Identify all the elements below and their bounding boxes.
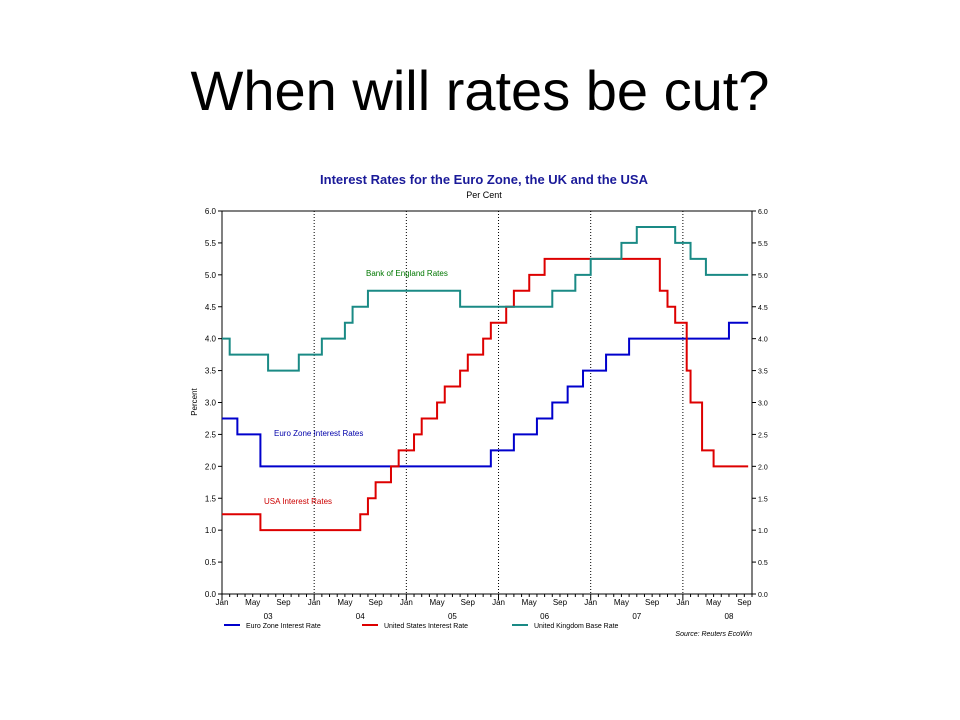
y-tick-label-right: 2.0 xyxy=(758,464,768,471)
y-tick-label-right: 1.0 xyxy=(758,528,768,535)
x-tick-label: May xyxy=(706,598,721,607)
right-axis: 0.0 0.5 1.0 1.5 2.0 2.5 3.0 3.5 4.0 4.5 5.0 5.5 6.0 xyxy=(752,209,768,599)
x-year-label: 06 xyxy=(540,612,549,621)
y-tick-label-left: 0.5 xyxy=(205,558,217,567)
y-tick-label-left: 1.5 xyxy=(205,494,217,503)
x-tick-label: May xyxy=(245,598,260,607)
y-tick-label-right: 4.5 xyxy=(758,305,768,312)
y-tick-label-right: 1.5 xyxy=(758,496,768,503)
chart-title: Interest Rates for the Euro Zone, the UK… xyxy=(320,172,649,187)
x-year-label: 04 xyxy=(356,612,365,621)
series-line-0 xyxy=(222,321,749,468)
legend-label: Euro Zone Interest Rate xyxy=(246,623,321,630)
x-tick-label: Jan xyxy=(676,598,689,607)
y-tick-label-right: 3.5 xyxy=(758,369,768,376)
legend-label: United States Interest Rate xyxy=(384,623,468,630)
x-tick-label: May xyxy=(430,598,445,607)
y-axis-label: Percent xyxy=(190,387,199,415)
series-line-2 xyxy=(222,225,749,372)
annotation-bank-of-england: Bank of England Rates xyxy=(366,269,448,278)
y-tick-label-right: 2.5 xyxy=(758,432,768,439)
x-tick-label: May xyxy=(337,598,352,607)
series-lines xyxy=(222,225,749,532)
legend: Euro Zone Interest Rate United States Int… xyxy=(224,623,619,630)
y-tick-label-right: 6.0 xyxy=(758,209,768,216)
y-tick-label-left: 2.0 xyxy=(205,462,217,471)
x-tick-label: Sep xyxy=(737,598,752,607)
x-tick-label: May xyxy=(614,598,629,607)
plot-area xyxy=(221,210,753,595)
y-tick-label-left: 5.0 xyxy=(205,271,217,280)
source-note: Source: Reuters EcoWin xyxy=(675,631,752,638)
x-tick-label: Jan xyxy=(308,598,321,607)
y-tick-label-right: 3.0 xyxy=(758,401,768,408)
x-tick-label: Sep xyxy=(553,598,568,607)
x-tick-label: May xyxy=(522,598,537,607)
y-tick-label-left: 5.5 xyxy=(205,239,217,248)
x-tick-label: Jan xyxy=(400,598,413,607)
series-line-1 xyxy=(222,257,749,532)
y-tick-label-right: 0.0 xyxy=(758,592,768,599)
y-tick-label-left: 3.5 xyxy=(205,367,217,376)
x-axis: Jan May Sep Jan May Sep Jan May Sep Jan May Sep Jan M… xyxy=(216,594,753,621)
x-tick-label: Sep xyxy=(645,598,660,607)
x-year-label: 03 xyxy=(264,612,273,621)
chart-subtitle: Per Cent xyxy=(466,190,502,200)
y-tick-label-right: 0.5 xyxy=(758,560,768,567)
annotation-euro-zone: Euro Zone Interest Rates xyxy=(274,429,363,438)
x-year-label: 05 xyxy=(448,612,457,621)
slide-title: When will rates be cut? xyxy=(190,59,770,122)
y-tick-label-left: 2.5 xyxy=(205,430,217,439)
y-tick-label-left: 4.0 xyxy=(205,335,217,344)
y-tick-label-left: 6.0 xyxy=(205,207,217,216)
y-tick-label-right: 4.0 xyxy=(758,337,768,344)
x-tick-label: Jan xyxy=(216,598,229,607)
x-tick-label: Jan xyxy=(492,598,505,607)
x-tick-label: Sep xyxy=(461,598,476,607)
y-tick-label-right: 5.5 xyxy=(758,241,768,248)
x-tick-label: Sep xyxy=(369,598,384,607)
y-tick-label-right: 5.0 xyxy=(758,273,768,280)
x-year-label: 08 xyxy=(725,612,734,621)
legend-label: United Kingdom Base Rate xyxy=(534,623,619,630)
left-axis: 0.0 0.5 1.0 1.5 2.0 2.5 3.0 3.5 4.0 4.5 5.0 5.5 6.0 xyxy=(205,207,222,599)
y-tick-label-left: 0.0 xyxy=(205,590,217,599)
y-tick-label-left: 3.0 xyxy=(205,399,217,408)
y-tick-label-left: 4.5 xyxy=(205,303,217,312)
annotation-usa: USA Interest Rates xyxy=(264,497,332,506)
x-tick-label: Jan xyxy=(584,598,597,607)
x-year-label: 07 xyxy=(632,612,641,621)
x-tick-label: Sep xyxy=(276,598,291,607)
y-tick-label-left: 1.0 xyxy=(205,526,217,535)
